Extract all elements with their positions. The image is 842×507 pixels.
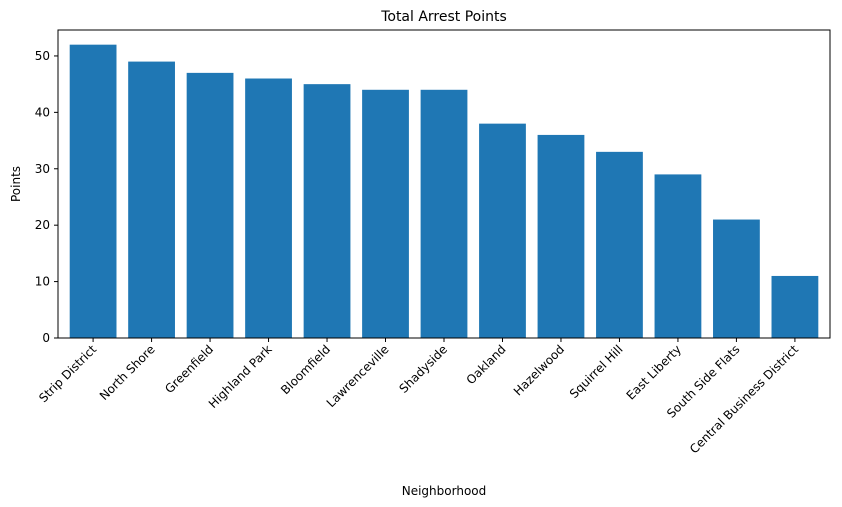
x-tick-label-10: East Liberty [624, 342, 684, 402]
bar-5 [362, 89, 409, 338]
y-tick-label-1: 10 [35, 275, 50, 289]
y-tick-label-2: 20 [35, 218, 50, 232]
bar-3 [245, 78, 292, 338]
bar-12 [771, 275, 819, 338]
x-tick-label-8: Hazelwood [511, 342, 567, 398]
y-tick-label-3: 30 [35, 162, 50, 176]
x-tick-label-2: Greenfield [162, 342, 216, 396]
plot-frame [57, 29, 831, 339]
bars-group [69, 44, 819, 339]
x-tick-label-5: Lawrenceville [324, 342, 392, 410]
x-tick-label-0: Strip District [36, 342, 99, 405]
chart-title: Total Arrest Points [380, 9, 507, 25]
x-tick-label-4: Bloomfield [278, 342, 333, 397]
bar-6 [420, 89, 468, 338]
x-tick-label-3: Highland Park [206, 342, 275, 411]
bar-2 [186, 72, 234, 339]
bar-8 [537, 134, 585, 338]
x-tick-label-9: Squirrel Hill [567, 342, 626, 401]
x-tick-label-7: Oakland [464, 342, 509, 387]
bar-10 [654, 174, 702, 338]
y-tick-label-4: 40 [35, 105, 50, 119]
x-axis-label: Neighborhood [402, 484, 487, 498]
x-tick-label-12: Central Business District [687, 342, 801, 456]
bar-0 [69, 44, 117, 339]
bar-4 [303, 84, 351, 339]
y-tick-label-5: 50 [35, 49, 50, 63]
y-tick-label-0: 0 [42, 331, 50, 345]
bar-7 [479, 123, 526, 338]
bar-11 [713, 219, 760, 338]
x-tick-label-1: North Shore [97, 342, 158, 403]
bar-1 [128, 61, 175, 339]
bar-9 [596, 151, 643, 338]
y-axis-label: Points [9, 166, 23, 202]
y-axis: 0 10 20 30 40 50 [35, 49, 58, 345]
x-tick-label-6: Shadyside [396, 342, 450, 396]
